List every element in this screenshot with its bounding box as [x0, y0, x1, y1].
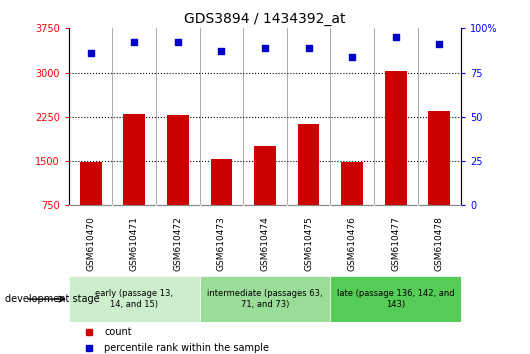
Bar: [200, 276, 330, 322]
Bar: [341, 162, 363, 205]
Point: [392, 34, 400, 40]
Bar: [167, 115, 189, 205]
Text: late (passage 136, 142, and
143): late (passage 136, 142, and 143): [337, 290, 455, 309]
Text: intermediate (passages 63,
71, and 73): intermediate (passages 63, 71, and 73): [207, 290, 323, 309]
Bar: [80, 162, 102, 205]
Bar: [428, 111, 450, 205]
Bar: [254, 146, 276, 205]
Point: [348, 54, 356, 59]
Text: GSM610470: GSM610470: [86, 216, 95, 271]
Title: GDS3894 / 1434392_at: GDS3894 / 1434392_at: [184, 12, 346, 26]
Point: [261, 45, 269, 51]
Text: percentile rank within the sample: percentile rank within the sample: [104, 343, 269, 353]
Text: GSM610474: GSM610474: [261, 216, 269, 271]
Point: [130, 40, 138, 45]
Bar: [330, 276, 461, 322]
Text: development stage: development stage: [5, 294, 100, 304]
Text: GSM610475: GSM610475: [304, 216, 313, 271]
Text: GSM610471: GSM610471: [130, 216, 139, 271]
Text: GSM610472: GSM610472: [173, 216, 182, 271]
Text: early (passage 13,
14, and 15): early (passage 13, 14, and 15): [95, 290, 173, 309]
Text: GSM610478: GSM610478: [435, 216, 444, 271]
Bar: [298, 125, 320, 205]
Bar: [385, 72, 407, 205]
Point: [217, 48, 226, 54]
Bar: [69, 276, 200, 322]
Text: GSM610477: GSM610477: [391, 216, 400, 271]
Point: [304, 45, 313, 51]
Bar: [123, 114, 145, 205]
Point: [435, 41, 444, 47]
Text: GSM610473: GSM610473: [217, 216, 226, 271]
Text: GSM610476: GSM610476: [348, 216, 357, 271]
Point: [174, 40, 182, 45]
Point: [86, 50, 95, 56]
Text: count: count: [104, 327, 132, 337]
Bar: [210, 159, 232, 205]
